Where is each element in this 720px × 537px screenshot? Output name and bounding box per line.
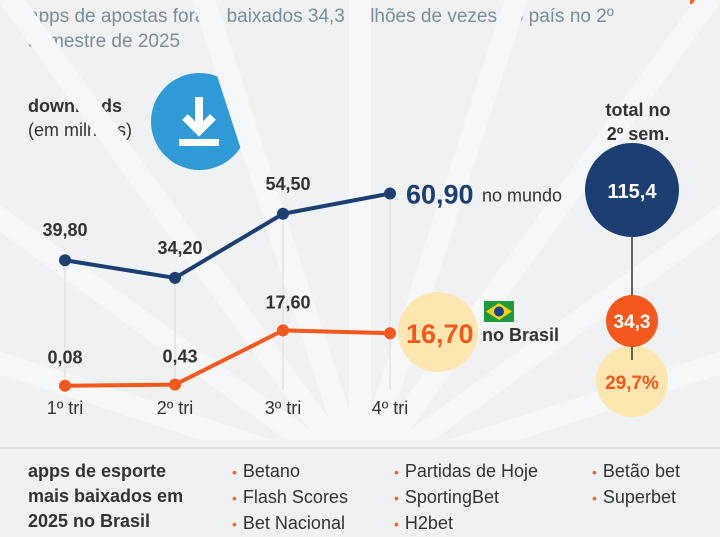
brasil-highlight — [398, 292, 478, 372]
series-name: no mundo — [482, 186, 562, 206]
bullet-icon: • — [232, 490, 237, 506]
data-label: 0,08 — [47, 348, 82, 368]
list-title-line: mais baixados em — [28, 486, 184, 506]
app-name: Betão bet — [602, 461, 680, 481]
x-tick-label: 2º tri — [157, 398, 194, 418]
app-name: SportingBet — [404, 487, 499, 507]
x-tick-label: 4º tri — [372, 398, 409, 418]
background-ray — [396, 204, 720, 440]
total-world-circle — [585, 143, 679, 237]
series-line — [64, 191, 391, 281]
total-value: 34,3 — [614, 312, 651, 333]
data-point — [384, 327, 396, 340]
app-name: Partidas de Hoje — [404, 461, 538, 481]
data-label: 54,50 — [265, 174, 310, 194]
total-brasil-circle — [606, 295, 658, 347]
x-tick-label: 3º tri — [265, 398, 302, 418]
list-item: • Bet Nacional — [232, 511, 348, 537]
bullet-icon: • — [394, 464, 399, 480]
app-name: Betano — [242, 461, 300, 481]
data-point — [384, 187, 396, 200]
series-line — [64, 328, 391, 388]
data-label: 39,80 — [42, 220, 87, 240]
bullet-icon: • — [232, 464, 237, 480]
data-point — [59, 254, 71, 267]
brazil-flag-icon — [484, 301, 514, 322]
list-column: • Partidas de Hoje • SportingBet • H2bet — [394, 459, 538, 537]
background-ray — [361, 0, 528, 440]
app-name: Superbet — [602, 487, 676, 507]
total-value: 115,4 — [608, 181, 658, 203]
bullet-icon: • — [592, 490, 597, 506]
divider — [0, 447, 720, 449]
bullet-icon: • — [232, 516, 237, 532]
total-value: 29,7% — [605, 373, 659, 394]
data-point — [169, 378, 181, 391]
totals-title-1: total no — [605, 100, 671, 120]
line-chart: 1º tri 2º tri 3º tri 4º tri 115,4 34,3 29,7% 39… — [0, 0, 720, 440]
bullet-icon: • — [394, 516, 399, 532]
list-item: • Superbet — [592, 485, 680, 511]
list-item: • Flash Scores — [232, 485, 348, 511]
list-title: apps de esporte mais baixados em 2025 no… — [28, 459, 183, 534]
list-column: • Betano • Flash Scores • Bet Nacional — [232, 459, 348, 537]
background-ray — [0, 204, 324, 440]
list-column: • Betão bet • Superbet — [592, 459, 680, 511]
data-point — [277, 207, 289, 220]
series-name: no Brasil — [482, 325, 559, 345]
data-label: 0,43 — [162, 347, 197, 367]
bullet-icon: • — [394, 490, 399, 506]
app-name: Flash Scores — [242, 487, 348, 507]
background-ray — [0, 0, 345, 440]
app-name: H2bet — [404, 513, 453, 533]
list-item: • SportingBet — [394, 485, 538, 511]
list-title-line: 2025 no Brasil — [28, 511, 151, 531]
list-item: • Betano — [232, 459, 348, 485]
end-value: 16,70 — [406, 319, 474, 349]
end-value: 60,90 — [406, 180, 474, 210]
x-tick-label: 1º tri — [47, 398, 84, 418]
app-name: Bet Nacional — [242, 513, 345, 533]
subtitle: apps de apostas foram baixados 34,3 milh… — [28, 6, 614, 52]
share-circle — [596, 345, 668, 417]
list-title-line: apps de esporte — [28, 461, 167, 481]
list-item: • Partidas de Hoje — [394, 459, 538, 485]
background-ray — [192, 0, 359, 440]
totals-title: total no 2º sem. — [598, 98, 678, 146]
bullet-icon: • — [592, 464, 597, 480]
totals-title-2: 2º sem. — [606, 124, 670, 144]
data-label: 17,60 — [265, 292, 310, 312]
list-item: • Betão bet — [592, 459, 680, 485]
data-label: 34,20 — [157, 238, 202, 258]
data-point — [169, 271, 181, 284]
data-point — [59, 379, 71, 392]
list-item: • H2bet — [394, 511, 538, 537]
data-point — [277, 324, 289, 337]
background-ray — [375, 0, 720, 440]
